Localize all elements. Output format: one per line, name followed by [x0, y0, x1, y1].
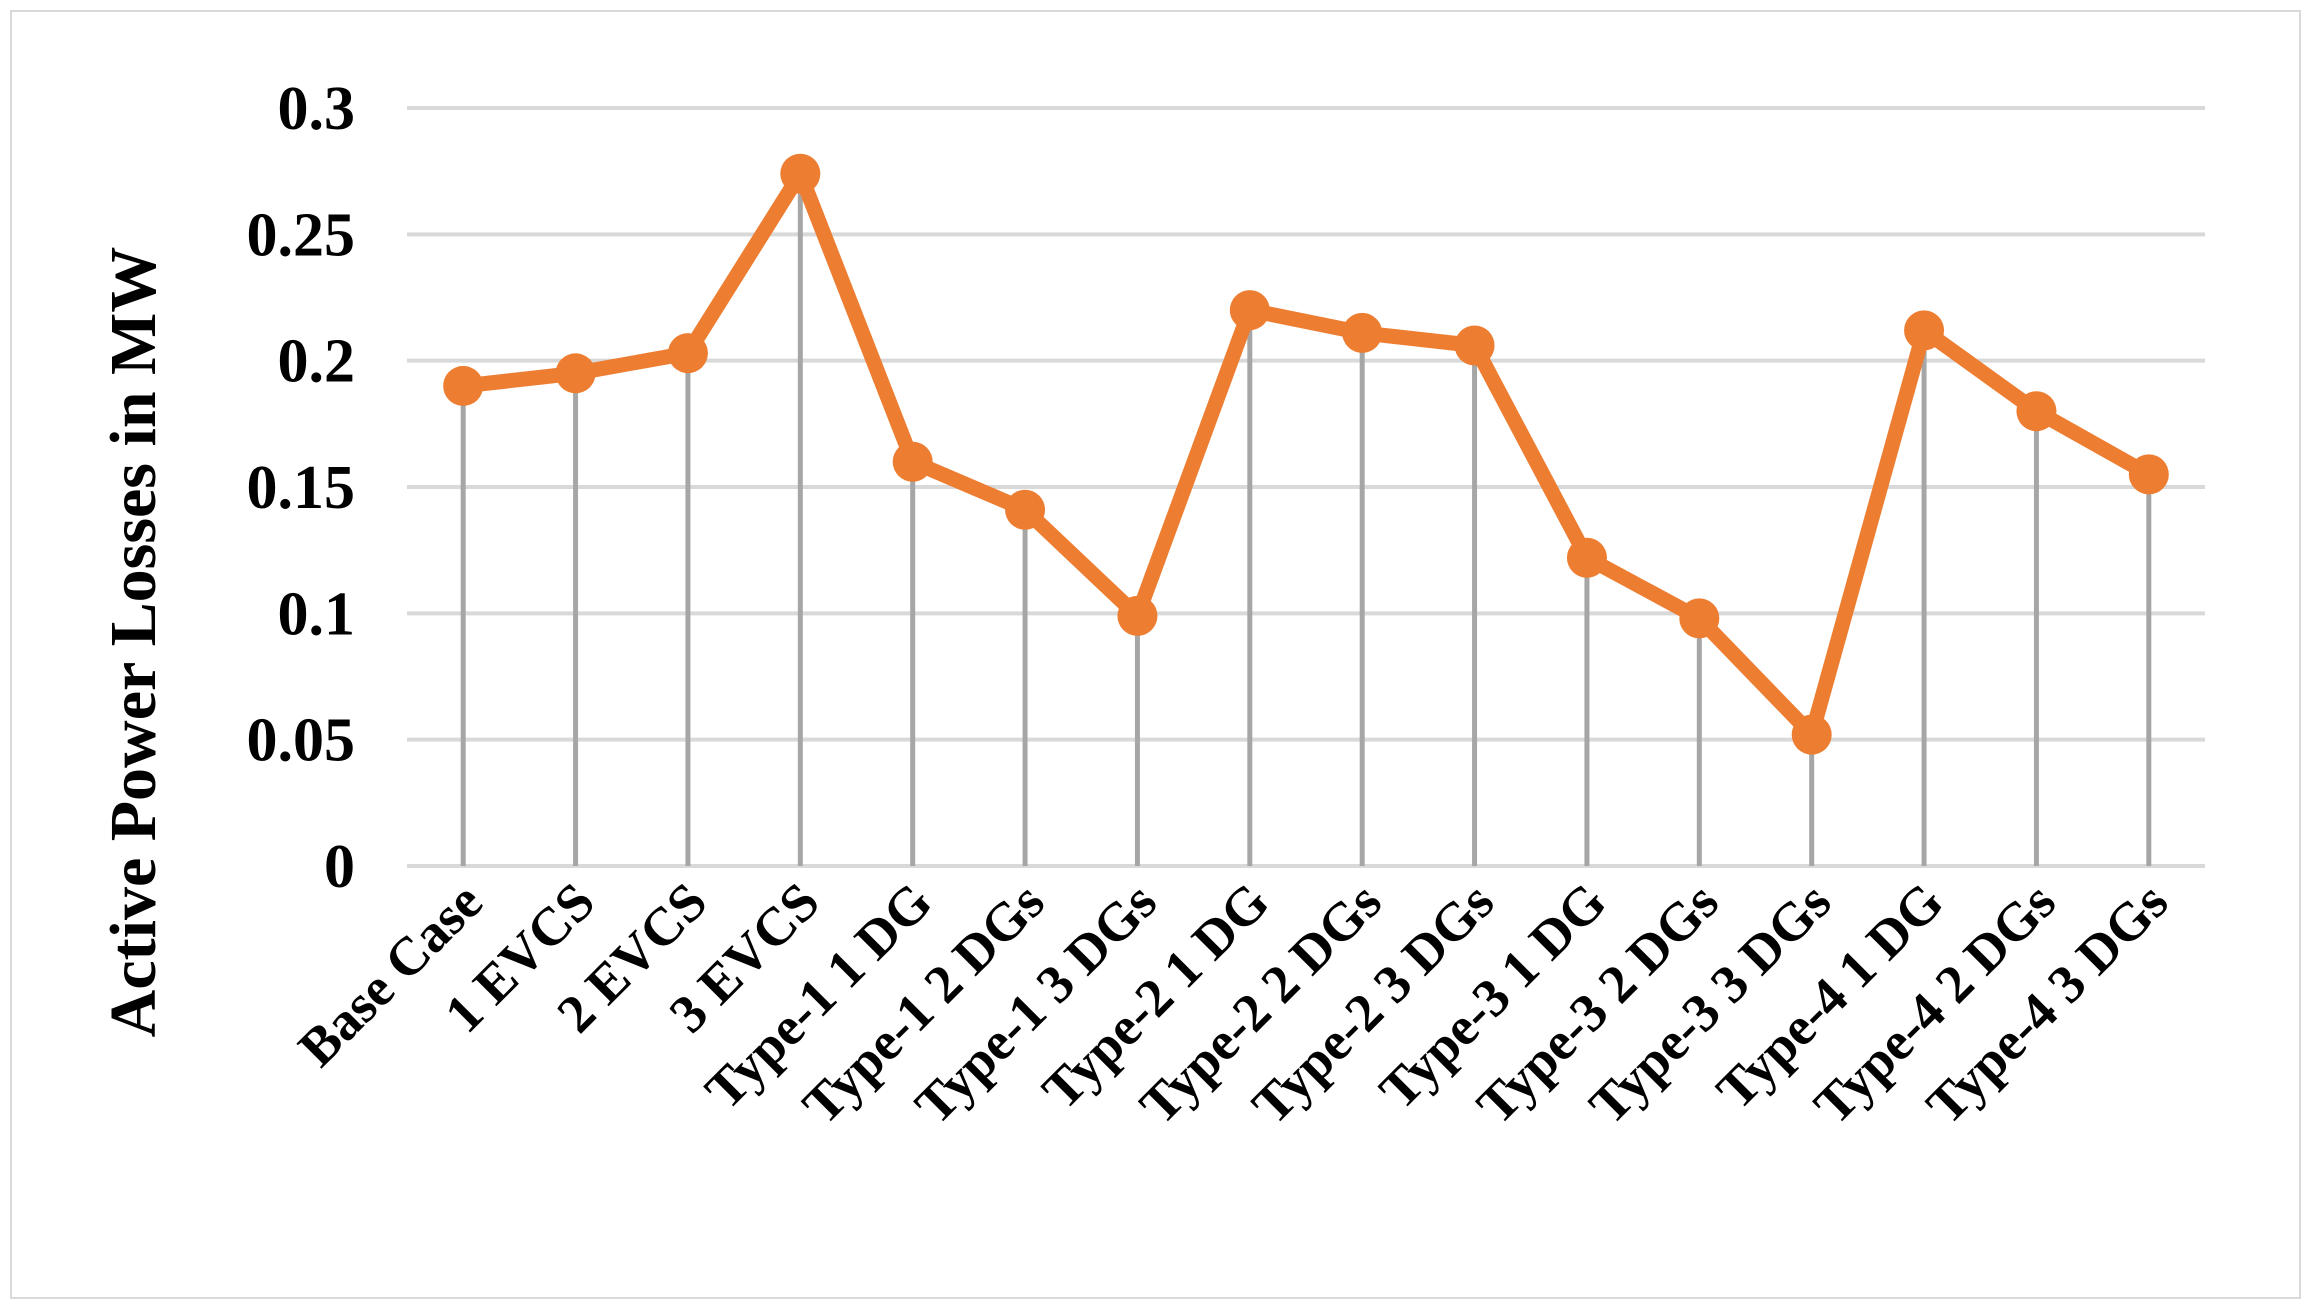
series-line-group: [443, 153, 2169, 755]
y-tick-label: 0.15: [247, 454, 356, 522]
data-point: [1904, 310, 1945, 351]
chart-frame: [10, 10, 2301, 1299]
data-point: [892, 441, 933, 482]
series-line: [455, 166, 2157, 743]
data-point: [1566, 537, 1607, 578]
data-point: [1117, 595, 1158, 636]
y-tick-label: 0.05: [247, 707, 356, 775]
data-point: [1005, 489, 1046, 530]
y-tick-label: 0.25: [247, 201, 356, 269]
data-point: [2128, 454, 2169, 495]
y-tick-labels: 0 0.05 0.1 0.15 0.2 0.25 0.3: [247, 75, 356, 901]
data-point: [443, 365, 484, 406]
y-tick-label: 0.1: [278, 580, 356, 648]
gridlines: [407, 106, 2205, 868]
data-point: [555, 353, 596, 394]
data-point: [1679, 598, 1720, 639]
data-point: [667, 333, 708, 374]
drop-lines: [460, 173, 2152, 866]
data-point: [1229, 290, 1270, 331]
data-point: [780, 153, 821, 194]
data-point: [1342, 312, 1383, 353]
y-tick-label: 0.3: [278, 75, 356, 143]
data-point: [1791, 714, 1832, 755]
y-tick-label: 0.2: [278, 328, 356, 396]
y-tick-label: 0: [324, 833, 355, 901]
y-axis-title: Active Power Losses in MW: [97, 247, 170, 1038]
data-point: [1454, 325, 1495, 366]
data-point: [2016, 391, 2057, 432]
